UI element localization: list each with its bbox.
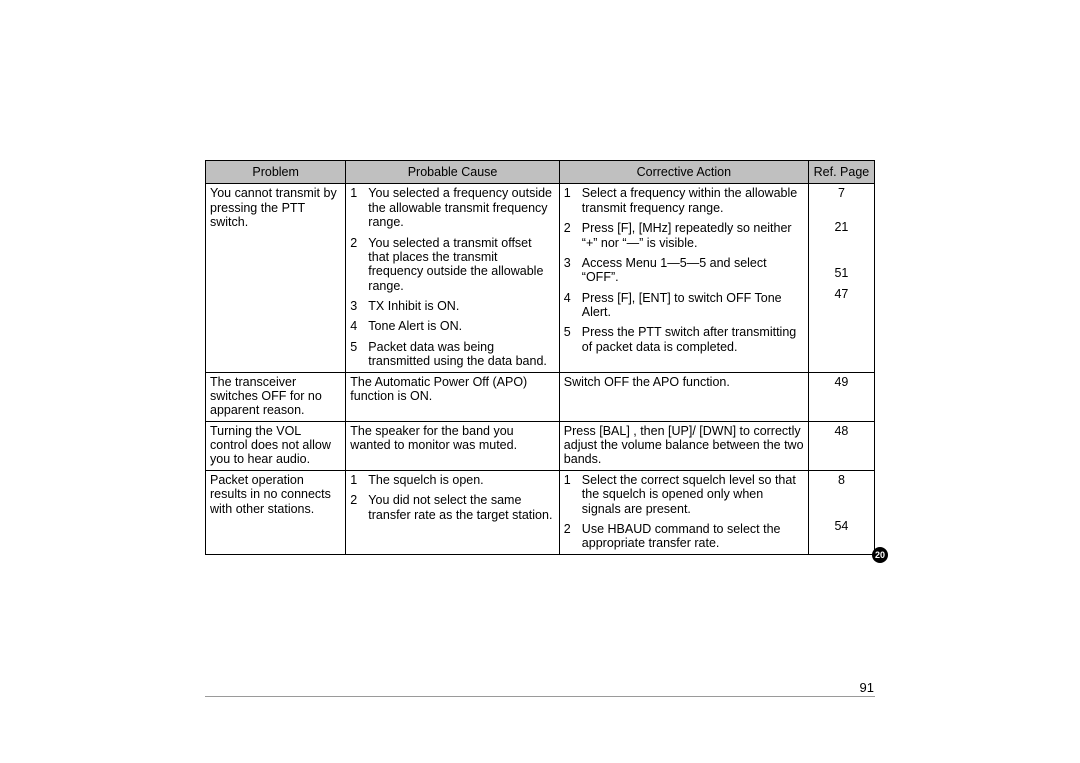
table-row: Packet operation results in no connects … — [206, 470, 875, 554]
ref-value: 47 — [813, 287, 870, 321]
page-number: 91 — [860, 680, 874, 695]
chapter-badge: 20 — [872, 547, 888, 563]
action-text: Access Menu 1—5—5 and select “OFF”. — [582, 256, 804, 291]
manual-page: Problem Probable Cause Corrective Action… — [0, 0, 1080, 763]
list-number: 3 — [350, 299, 368, 319]
ref-value: 54 — [813, 519, 870, 533]
table-header-row: Problem Probable Cause Corrective Action… — [206, 161, 875, 184]
list-number: 1 — [350, 473, 368, 493]
list-number: 1 — [564, 186, 582, 221]
action-text: Press [F], [ENT] to switch OFF Tone Aler… — [582, 291, 804, 326]
list-number: 2 — [564, 221, 582, 256]
action-cell: Switch OFF the APO function. — [559, 372, 808, 421]
action-text: Press the PTT switch after transmitting … — [582, 325, 804, 354]
list-number: 2 — [350, 493, 368, 522]
table-row: The transceiver switches OFF for no appa… — [206, 372, 875, 421]
list-number: 4 — [350, 319, 368, 339]
ref-value: 8 — [813, 473, 870, 519]
col-header-ref: Ref. Page — [808, 161, 874, 184]
action-text: Use HBAUD command to select the appropri… — [582, 522, 804, 551]
ref-value: 51 — [813, 266, 870, 286]
list-number: 1 — [350, 186, 368, 235]
cause-text: You did not select the same transfer rat… — [368, 493, 555, 522]
problem-cell: Turning the VOL control does not allow y… — [206, 421, 346, 470]
cause-text: Tone Alert is ON. — [368, 319, 555, 339]
col-header-cause: Probable Cause — [346, 161, 560, 184]
list-number: 5 — [564, 325, 582, 354]
ref-cell: 854 — [808, 470, 874, 554]
problem-cell: Packet operation results in no connects … — [206, 470, 346, 554]
cause-cell: The Automatic Power Off (APO) function i… — [346, 372, 560, 421]
col-header-action: Corrective Action — [559, 161, 808, 184]
problem-cell: You cannot transmit by pressing the PTT … — [206, 184, 346, 372]
ref-cell: 7215147 — [808, 184, 874, 372]
cause-text: You selected a transmit offset that plac… — [368, 236, 555, 300]
list-number: 2 — [350, 236, 368, 300]
cause-text: TX Inhibit is ON. — [368, 299, 555, 319]
cause-cell: 1You selected a frequency outside the al… — [346, 184, 560, 372]
action-text: Press [F], [MHz] repeatedly so neither “… — [582, 221, 804, 256]
problem-cell: The transceiver switches OFF for no appa… — [206, 372, 346, 421]
cause-text: Packet data was being transmitted using … — [368, 340, 555, 369]
list-number: 5 — [350, 340, 368, 369]
ref-cell: 49 — [808, 372, 874, 421]
table-row: You cannot transmit by pressing the PTT … — [206, 184, 875, 372]
ref-value: 21 — [813, 220, 870, 266]
list-number: 4 — [564, 291, 582, 326]
action-cell: 1Select the correct squelch level so tha… — [559, 470, 808, 554]
list-number: 3 — [564, 256, 582, 291]
table-body: You cannot transmit by pressing the PTT … — [206, 184, 875, 554]
ref-value: 7 — [813, 186, 870, 220]
action-text: Select the correct squelch level so that… — [582, 473, 804, 522]
cause-text: The squelch is open. — [368, 473, 555, 493]
list-number: 2 — [564, 522, 582, 551]
action-text: Select a frequency within the allowable … — [582, 186, 804, 221]
table-row: Turning the VOL control does not allow y… — [206, 421, 875, 470]
troubleshooting-table: Problem Probable Cause Corrective Action… — [205, 160, 875, 555]
action-cell: Press [BAL] , then [UP]/ [DWN] to correc… — [559, 421, 808, 470]
footer-rule — [205, 696, 875, 697]
col-header-problem: Problem — [206, 161, 346, 184]
list-number: 1 — [564, 473, 582, 522]
ref-cell: 48 — [808, 421, 874, 470]
cause-cell: The speaker for the band you wanted to m… — [346, 421, 560, 470]
cause-cell: 1The squelch is open.2You did not select… — [346, 470, 560, 554]
cause-text: You selected a frequency outside the all… — [368, 186, 555, 235]
action-cell: 1Select a frequency within the allowable… — [559, 184, 808, 372]
